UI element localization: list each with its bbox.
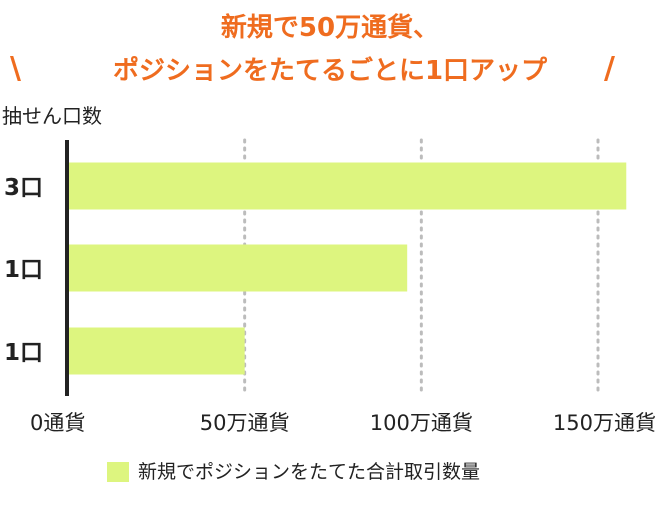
title-left-slash: \ (10, 51, 21, 86)
chart-title-line-2: ポジションをたてるごとに1口アップ (112, 56, 548, 86)
legend-swatch (107, 462, 129, 482)
bar-2 (68, 327, 245, 375)
category-label-0: 3口 (4, 175, 43, 201)
category-label-1: 1口 (4, 257, 43, 283)
x-tick-label-0: 0通貨 (30, 411, 85, 435)
legend: 新規でポジションをたてた合計取引数量 (107, 461, 480, 483)
legend-label: 新規でポジションをたてた合計取引数量 (138, 461, 481, 483)
x-tick-label-1: 50万通貨 (200, 411, 290, 435)
x-tick-label-3: 150万通貨 (553, 411, 656, 435)
chart-title-line-1: 新規で50万通貨、 (220, 13, 440, 43)
y-axis-label: 抽せん口数 (2, 104, 102, 128)
bar-1 (68, 244, 408, 292)
category-label-2: 1口 (4, 340, 43, 366)
title-right-slash: / (604, 51, 615, 86)
x-tick-label-2: 100万通貨 (370, 411, 473, 435)
bar-0 (68, 162, 627, 210)
